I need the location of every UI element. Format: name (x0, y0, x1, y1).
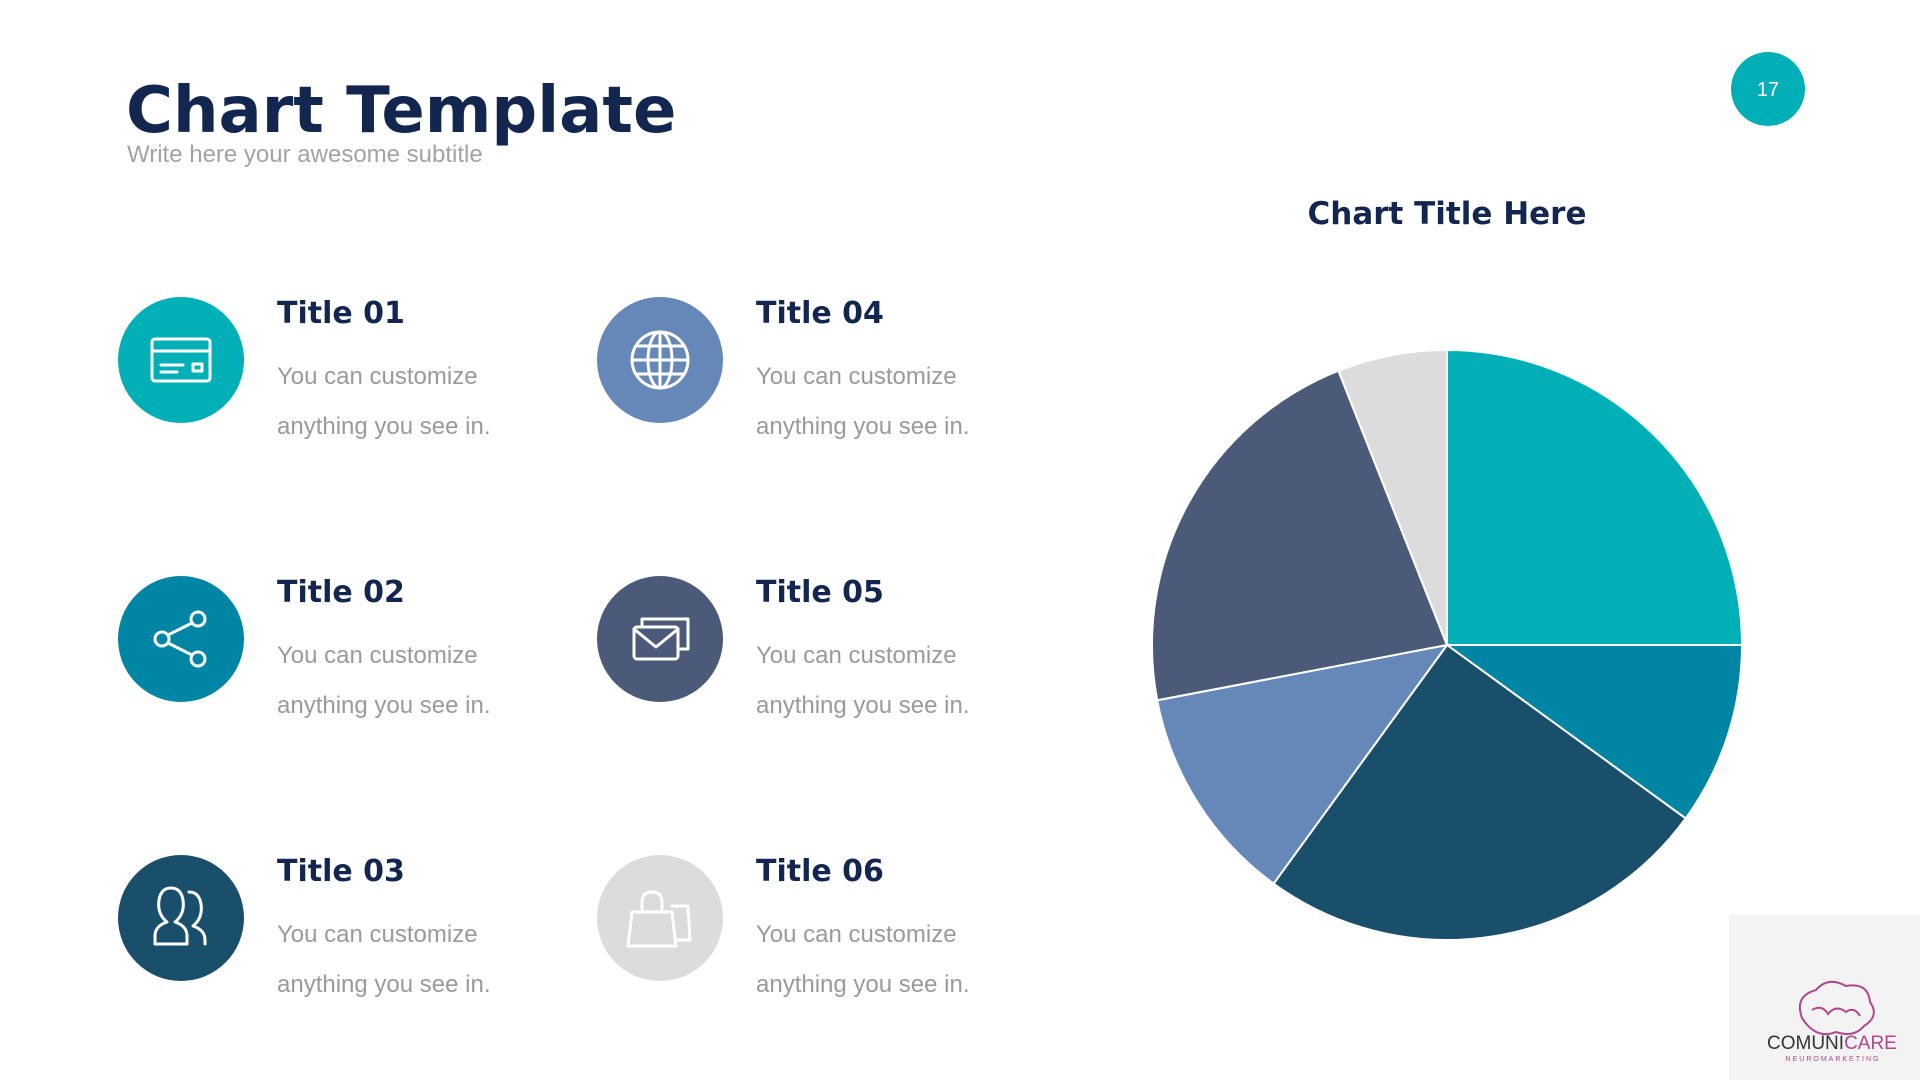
logo-box (1729, 915, 1920, 1080)
item-text: anything you see in. (756, 971, 969, 998)
logo-name: COMUNICARE (1767, 1033, 1897, 1054)
item-icon-bg (118, 855, 244, 981)
item-icon-bg (118, 297, 244, 423)
chart-title: Chart Title Here (1308, 196, 1587, 232)
item-text: You can customize (756, 642, 957, 669)
item-icon (150, 337, 212, 383)
pie-slice (1443, 644, 1744, 820)
item-icon-bg (118, 576, 244, 702)
logo-name-a: COMUNI (1767, 1033, 1844, 1054)
item-title: Title 03 (277, 854, 405, 889)
icon-shape (189, 610, 207, 628)
icon-shape (632, 627, 680, 649)
pie-slice (1156, 643, 1450, 886)
logo-brain (1798, 980, 1875, 1036)
icon-shape (640, 890, 664, 914)
item-title: Title 04 (756, 296, 884, 331)
pie-slice (1446, 348, 1744, 646)
item-icon (630, 330, 690, 390)
item-text: anything you see in. (277, 971, 490, 998)
page-badge (1731, 52, 1805, 126)
item-title: Title 02 (277, 575, 405, 610)
item: Title 02 You can customize anything you se… (118, 575, 490, 719)
pie (1151, 348, 1744, 941)
item-icon (626, 890, 692, 948)
item: Title 01 You can customize anything you se… (118, 296, 490, 440)
logo-tagline: NEUROMARKETING (1786, 1056, 1881, 1063)
pie-slice (1151, 369, 1449, 702)
item-icon (153, 610, 207, 668)
item-title: Title 05 (756, 575, 884, 610)
item-text: anything you see in. (756, 413, 969, 440)
icon-shape (166, 621, 194, 637)
item-text: You can customize (277, 363, 478, 390)
item-text: You can customize (277, 642, 478, 669)
logo-brain-fold (1811, 1006, 1861, 1017)
logo-name-b: CARE (1844, 1033, 1897, 1054)
icon-shape (150, 337, 212, 383)
icon-shape (626, 910, 678, 948)
item-title: Title 01 (277, 296, 405, 331)
item-text: You can customize (756, 921, 957, 948)
slide-subtitle: Write here your awesome subtitle (127, 141, 483, 168)
icon-shape (191, 362, 204, 373)
icon-shape (640, 617, 690, 651)
icon-shape (189, 650, 207, 668)
slide-title: Chart Template (126, 74, 676, 148)
item-title: Title 06 (756, 854, 884, 889)
icon-shape (632, 625, 680, 661)
items: Title 01 You can customize anything you se… (118, 296, 969, 998)
icon-shape (166, 641, 194, 657)
icon-shape (153, 630, 171, 648)
item: Title 03 You can customize anything you se… (118, 854, 490, 998)
item-text: You can customize (277, 921, 478, 948)
icon-shape (153, 886, 189, 946)
item-icon-bg (597, 576, 723, 702)
item-text: anything you see in. (277, 692, 490, 719)
pie-slice (1337, 348, 1448, 646)
icon-shape (670, 904, 692, 942)
item-icon-bg (597, 855, 723, 981)
item-text: anything you see in. (756, 692, 969, 719)
item: Title 06 You can customize anything you se… (597, 854, 969, 998)
logo-brain-outline (1798, 980, 1875, 1036)
item-icon (632, 617, 690, 661)
item-text: anything you see in. (277, 413, 490, 440)
item: Title 04 You can customize anything you se… (597, 296, 969, 440)
pie-slice (1272, 643, 1688, 941)
icon-shape (187, 890, 207, 946)
page-number: 17 (1757, 79, 1779, 101)
item-text: You can customize (756, 363, 957, 390)
item: Title 05 You can customize anything you se… (597, 575, 969, 719)
item-icon (153, 886, 207, 946)
